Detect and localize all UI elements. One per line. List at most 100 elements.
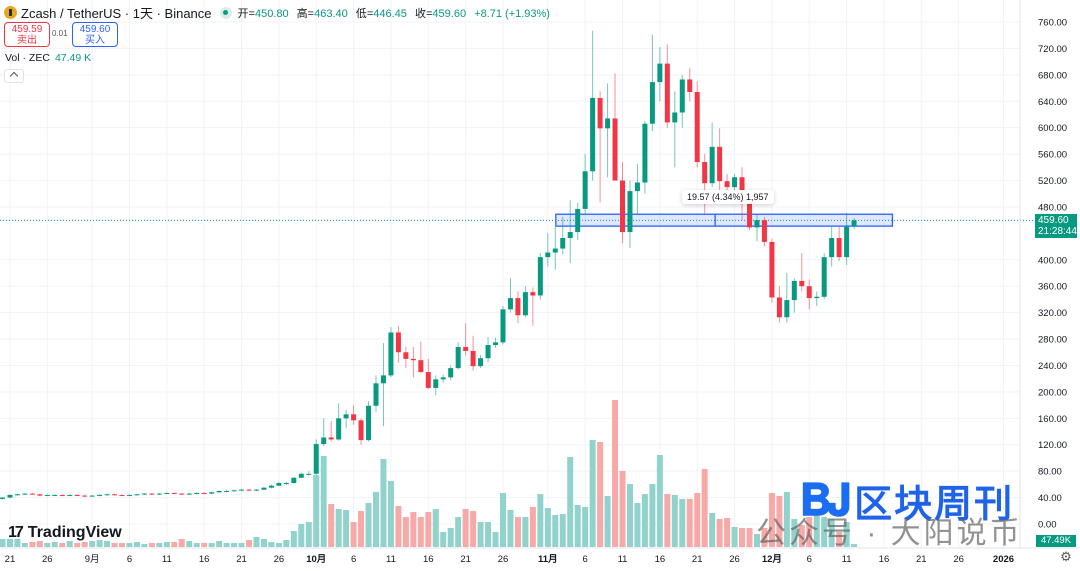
candle	[194, 492, 200, 495]
candle	[507, 278, 513, 313]
volume-bar	[694, 493, 701, 547]
candle-body	[672, 112, 678, 123]
market-status-icon[interactable]	[219, 6, 232, 19]
volume-bar	[29, 542, 36, 547]
volume-bar	[81, 542, 88, 547]
candle-body	[769, 241, 775, 298]
candle-body	[388, 332, 394, 376]
volume-bar	[373, 492, 379, 547]
buy-button[interactable]: 459.60 买入	[72, 22, 118, 47]
candle	[455, 342, 461, 370]
candle	[478, 354, 484, 369]
candle	[179, 492, 185, 495]
y-tick-label: 80.00	[1038, 467, 1062, 478]
candle	[844, 212, 850, 266]
y-tick-label: 480.00	[1038, 202, 1067, 213]
volume-bar	[74, 543, 81, 547]
volume-bar	[178, 539, 185, 547]
candle	[134, 493, 140, 496]
x-tick-label: 6	[807, 554, 812, 565]
volume-bar	[171, 542, 178, 547]
volume-bar	[634, 503, 641, 547]
volume-bar	[163, 542, 170, 547]
y-tick-label: 640.00	[1038, 97, 1067, 108]
candle-body	[545, 252, 551, 258]
candle-body	[440, 377, 446, 380]
volume-bar	[753, 534, 760, 547]
volume-bar	[425, 512, 432, 547]
volume-bar	[126, 543, 133, 547]
volume-bar	[851, 544, 858, 547]
volume-bar	[14, 539, 21, 547]
sell-button[interactable]: 459.59 卖出	[4, 22, 50, 47]
volume-bar	[798, 525, 805, 547]
volume-bars	[0, 400, 858, 547]
y-tick-label: 320.00	[1038, 308, 1067, 319]
volume-bar	[6, 539, 13, 547]
candle-body	[104, 494, 110, 496]
watermark-logo-icon: 𝐁𝐉	[800, 475, 852, 525]
change-value: +8.71 (+1.93%)	[474, 7, 550, 20]
x-tick-label: 16	[655, 554, 666, 565]
price-zone-rectangle[interactable]	[0, 213, 1035, 227]
x-tick-label: 26	[953, 554, 964, 565]
candle-body	[485, 344, 491, 359]
candle	[306, 471, 312, 476]
spread-value: 0.01	[52, 29, 68, 38]
x-tick-label: 11	[842, 554, 852, 565]
candle-body	[627, 191, 633, 233]
candle-body	[507, 298, 513, 310]
candle	[769, 238, 775, 303]
candle-body	[14, 494, 20, 496]
x-tick-label: 26	[42, 554, 53, 565]
volume-bar	[746, 528, 753, 547]
candle	[515, 291, 521, 324]
candle	[29, 492, 35, 495]
zcash-logo-icon	[4, 6, 17, 19]
candle	[149, 492, 155, 495]
candle	[687, 68, 693, 102]
candle	[119, 494, 125, 497]
candle-body	[59, 494, 65, 496]
candle	[351, 405, 357, 425]
candle-body	[141, 493, 147, 495]
volume-bar	[529, 507, 536, 547]
volume-bar	[298, 524, 305, 547]
volume-bar	[387, 481, 394, 547]
volume-bar	[36, 541, 43, 547]
volume-legend[interactable]: Vol · ZEC 47.49 K	[5, 52, 91, 64]
candle-body	[52, 494, 58, 496]
volume-bar	[492, 532, 499, 547]
candle-body	[605, 118, 611, 129]
candle	[530, 287, 536, 326]
candle	[418, 341, 424, 374]
settings-gear-icon[interactable]: ⚙	[1060, 549, 1072, 564]
candle-body	[478, 358, 484, 367]
volume-bar	[641, 494, 648, 547]
volume-bar	[499, 493, 506, 547]
candle-body	[313, 444, 319, 474]
candle-body	[0, 497, 5, 499]
candle-body	[7, 494, 13, 498]
candle	[74, 494, 80, 497]
candle	[141, 492, 147, 495]
candle-body	[724, 181, 730, 188]
tradingview-logo[interactable]: 17 TradingView	[8, 524, 122, 542]
candle	[224, 489, 230, 493]
candle-body	[791, 280, 797, 301]
volume-value: 47.49 K	[54, 52, 92, 64]
candle-body	[657, 63, 663, 83]
candle	[679, 74, 685, 128]
candle	[366, 401, 372, 442]
symbol-title[interactable]: Zcash / TetherUS · 1天 · Binance	[21, 6, 212, 21]
candle	[126, 494, 132, 497]
candle	[463, 323, 469, 356]
candle	[246, 488, 252, 491]
x-tick-label: 26	[729, 554, 740, 565]
volume-bar	[783, 492, 790, 547]
y-tick-label: 240.00	[1038, 361, 1067, 372]
candle	[717, 128, 723, 194]
candle	[253, 488, 259, 491]
collapse-legend-button[interactable]	[4, 69, 24, 83]
